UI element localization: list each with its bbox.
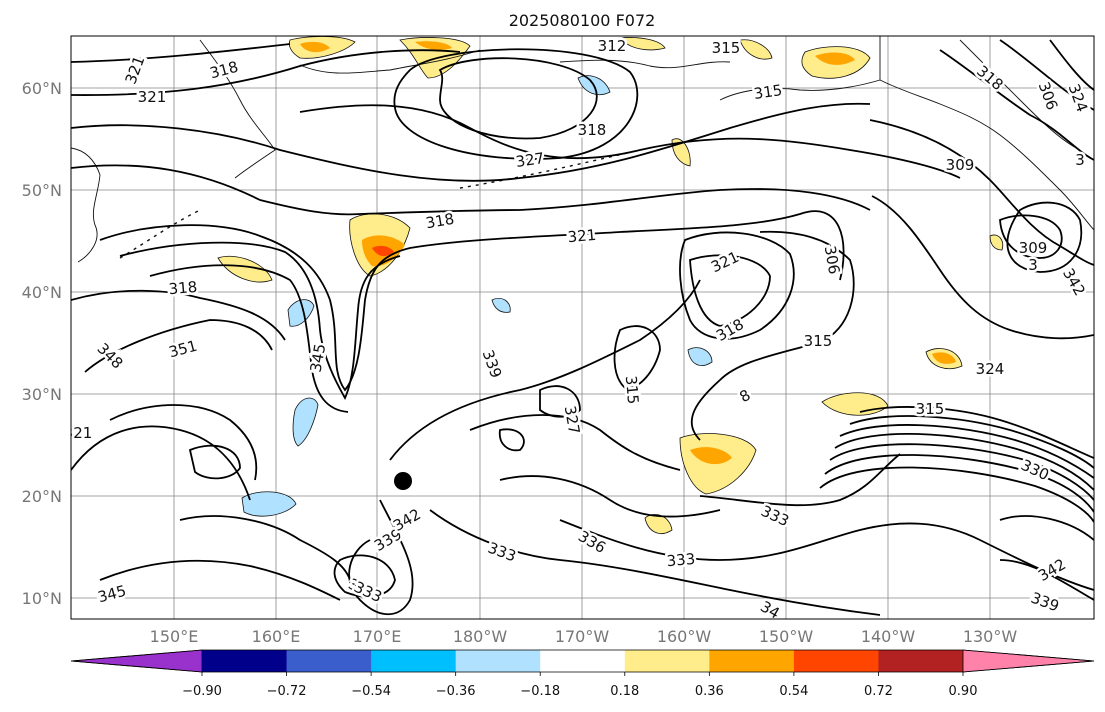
storm-center-marker <box>394 472 412 490</box>
longitude-label: 140°W <box>861 627 916 646</box>
contour-label: 321 <box>567 226 597 246</box>
longitude-label: 160°E <box>252 627 301 646</box>
longitude-label: 170°W <box>555 627 610 646</box>
colorbar-segment <box>540 650 626 672</box>
contour-label: 315 <box>916 400 945 418</box>
latitude-label: 30°N <box>22 385 62 404</box>
shading-blob <box>619 37 666 51</box>
shading-blob <box>815 52 855 65</box>
latitude-label: 60°N <box>22 79 62 98</box>
shading-blob <box>292 397 319 447</box>
shading-blob <box>671 138 691 167</box>
colorbar-extend-max <box>962 649 1095 673</box>
contour-label: 315 <box>622 375 642 405</box>
longitude-tick-labels: 150°E 160°E 170°E 180°W 170°W 160°W 150°W 140°W… <box>150 627 1018 646</box>
colorbar-tick-label: 0.54 <box>779 684 808 699</box>
map-background <box>71 36 1094 619</box>
latitude-tick-labels: 60°N 50°N 40°N 30°N 20°N 10°N <box>22 79 62 608</box>
shading-blob <box>932 352 956 364</box>
graticule <box>71 36 1094 619</box>
shading-blob <box>687 347 713 366</box>
colorbar-segment <box>709 650 795 672</box>
contour-label: 318 <box>578 121 607 139</box>
colorbar-tick-label: −0.36 <box>436 684 476 699</box>
contour-label: 318 <box>168 278 198 298</box>
colorbar-extend-min <box>70 649 203 673</box>
colorbar-segment <box>371 650 457 672</box>
shaded-anomaly-areas <box>217 36 1004 534</box>
map-frame <box>70 35 1095 620</box>
colorbar <box>70 649 1095 673</box>
contour-label: 321 <box>64 424 93 442</box>
colorbar-tick-label: −0.72 <box>267 684 307 699</box>
longitude-label: 150°W <box>759 627 814 646</box>
colorbar-segment <box>202 650 288 672</box>
colorbar-tick-label: 0.72 <box>864 684 893 699</box>
shading-blob <box>989 234 1004 251</box>
colorbar-tick-label: 0.36 <box>695 684 724 699</box>
colorbar-tick-label: 0.90 <box>949 684 978 699</box>
latitude-label: 10°N <box>22 589 62 608</box>
contour-label: 3 <box>1028 256 1038 274</box>
shading-blob <box>690 447 732 465</box>
contour-label: 3 <box>1075 151 1085 169</box>
shading-blob <box>287 299 315 327</box>
longitude-label: 170°E <box>353 627 402 646</box>
latitude-label: 40°N <box>22 283 62 302</box>
contour-label: 309 <box>946 156 975 174</box>
colorbar-segment <box>455 650 541 672</box>
figure-title: 2025080100 F072 <box>509 11 656 30</box>
contour-lines <box>71 39 1094 616</box>
shading-blob <box>491 297 511 313</box>
contour-label: 315 <box>804 332 833 350</box>
shading-blob <box>217 255 273 283</box>
shading-blob <box>300 41 330 53</box>
contour-label: 324 <box>976 360 1005 378</box>
shading-blob <box>372 245 394 257</box>
colorbar-tick-label: −0.18 <box>520 684 560 699</box>
latitude-label: 50°N <box>22 181 62 200</box>
contour-label: 315 <box>712 39 741 57</box>
shading-blob <box>644 514 673 534</box>
longitude-label: 130°W <box>963 627 1018 646</box>
shading-blob <box>739 39 773 60</box>
colorbar-tick-labels: −0.90 −0.72 −0.54 −0.36 −0.18 0.18 0.36 0.54 0.7… <box>182 672 977 699</box>
colorbar-segment <box>286 650 372 672</box>
shading-blob <box>415 41 452 50</box>
colorbar-segment <box>793 650 879 672</box>
contour-label: 312 <box>598 37 627 55</box>
coastlines <box>71 36 1094 263</box>
longitude-label: 160°W <box>657 627 712 646</box>
shading-blob <box>241 491 297 517</box>
colorbar-tick-label: −0.54 <box>351 684 391 699</box>
colorbar-segment <box>624 650 710 672</box>
contour-label: 309 <box>1019 239 1048 257</box>
latitude-label: 20°N <box>22 487 62 506</box>
colorbar-segment <box>878 650 964 672</box>
longitude-label: 150°E <box>150 627 199 646</box>
contour-label: 321 <box>138 88 167 106</box>
longitude-label: 180°W <box>453 627 508 646</box>
colorbar-tick-label: −0.90 <box>182 684 222 699</box>
colorbar-tick-label: 0.18 <box>610 684 639 699</box>
contour-label: 333 <box>666 550 696 570</box>
